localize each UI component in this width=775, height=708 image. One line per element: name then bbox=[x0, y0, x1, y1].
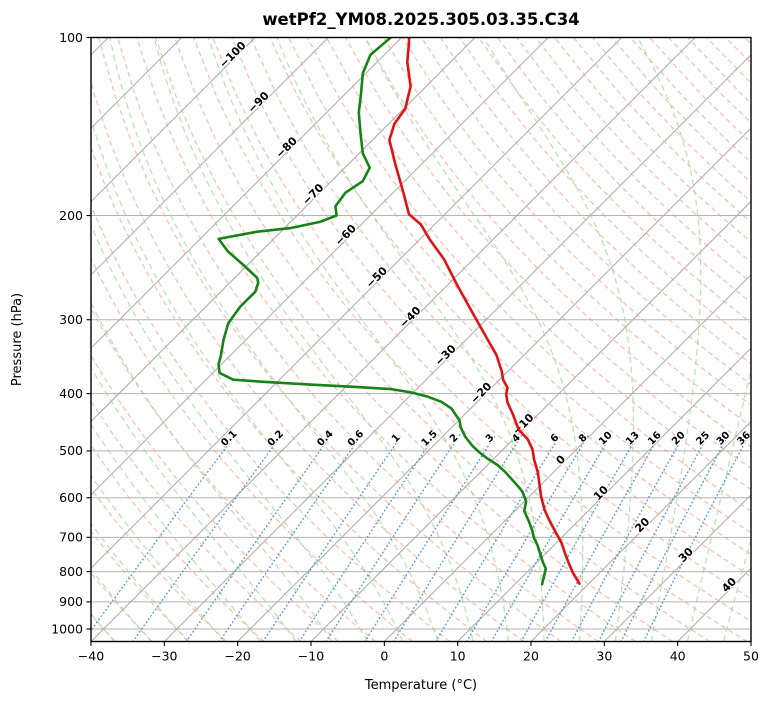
y-tick-label: 1000 bbox=[51, 621, 83, 636]
x-tick-label: −20 bbox=[224, 649, 250, 664]
x-axis-label: Temperature (°C) bbox=[364, 678, 477, 693]
x-tick-label: 10 bbox=[450, 649, 466, 664]
x-tick-label: 20 bbox=[523, 649, 539, 664]
dewpoint-curve bbox=[217, 37, 548, 586]
sounding-curves-group bbox=[217, 37, 581, 586]
y-axis-label: Pressure (hPa) bbox=[10, 293, 25, 386]
x-tick-label: 30 bbox=[596, 649, 612, 664]
y-tick-label: 100 bbox=[59, 30, 83, 45]
moist-adiabats-group bbox=[91, 37, 751, 642]
mixing-ratio-lines-group bbox=[91, 434, 750, 642]
y-tick-label: 400 bbox=[59, 386, 83, 401]
x-tick-label: −30 bbox=[151, 649, 177, 664]
y-tick-label: 200 bbox=[59, 208, 83, 223]
x-tick-label: 50 bbox=[743, 649, 759, 664]
y-tick-label: 300 bbox=[59, 312, 83, 327]
axes-group: −40 −30 −20 −10 0 10 20 30 40 50 100 200 300 400 500 60… bbox=[51, 30, 759, 664]
temperature-curve bbox=[388, 37, 581, 585]
x-tick-label: 0 bbox=[380, 649, 388, 664]
x-tick-label: 40 bbox=[670, 649, 686, 664]
y-tick-label: 500 bbox=[59, 443, 83, 458]
isotherms-group bbox=[91, 37, 751, 642]
x-tick-label: −10 bbox=[298, 649, 324, 664]
isobars-group bbox=[91, 37, 751, 630]
y-tick-label: 600 bbox=[59, 490, 83, 505]
y-tick-label: 700 bbox=[59, 530, 83, 545]
dry-adiabats-group bbox=[91, 37, 751, 642]
y-tick-label: 800 bbox=[59, 564, 83, 579]
y-tick-label: 900 bbox=[59, 594, 83, 609]
chart-title: wetPf2_YM08.2025.305.03.35.C34 bbox=[262, 10, 579, 29]
x-tick-label: −40 bbox=[78, 649, 104, 664]
